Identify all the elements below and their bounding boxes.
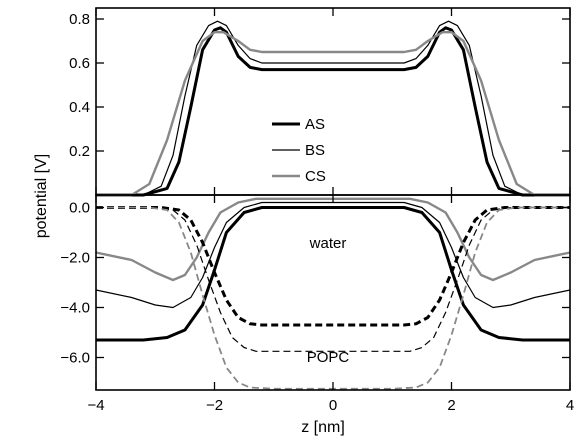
bottom-panel: 0.0 −2.0 −4.0 −6.0 −4 −2 0 2 4 (60, 194, 574, 414)
series-line-bs-popc-panel-1 (96, 206, 570, 352)
x-tick-label: 4 (566, 397, 574, 414)
series-line-as-panel-0 (96, 26, 570, 197)
series-line-as-popc-panel-1 (96, 206, 570, 327)
legend-label-as: AS (305, 116, 325, 133)
y-tick-label: 0.4 (69, 99, 90, 116)
series-line-as-panel-1 (96, 206, 570, 342)
series-line-bs-panel-1 (95, 201, 571, 309)
x-tick-label: 2 (447, 397, 455, 414)
x-tick-label: 0 (329, 397, 337, 414)
series-line-cs-panel-0 (96, 31, 570, 197)
y-tick-label: −4.0 (60, 300, 90, 317)
annotation-popc: POPC (307, 349, 350, 366)
y-tick-label: 0.6 (69, 55, 90, 72)
y-axis-title: potential [V] (33, 154, 50, 239)
y-tick-label: −6.0 (60, 350, 90, 367)
panel-frame (95, 7, 571, 196)
panel-frame (95, 194, 571, 391)
y-tick-label: −2.0 (60, 250, 90, 267)
y-tick-label: 0.0 (69, 200, 90, 217)
legend: AS BS CS (272, 116, 326, 185)
series-line-bs-panel-0 (96, 20, 570, 196)
y-tick-label: 0.2 (69, 143, 90, 160)
x-axis-title: z [nm] (301, 419, 345, 436)
x-tick-label: −4 (87, 397, 104, 414)
legend-label-bs: BS (305, 142, 325, 159)
top-panel: 0.2 0.4 0.6 0.8 (69, 7, 571, 197)
x-tick-label: −2 (206, 397, 223, 414)
y-tick-label: 0.8 (69, 11, 90, 28)
annotation-water: water (309, 235, 347, 252)
legend-label-cs: CS (305, 168, 326, 185)
